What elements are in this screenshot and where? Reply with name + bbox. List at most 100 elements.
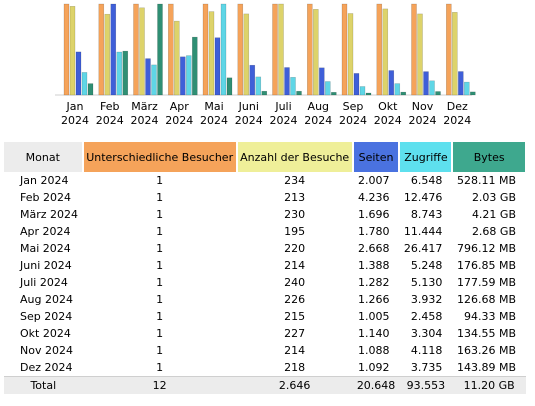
cell-month: Feb 2024 [20,191,71,204]
cell-pages: 2.007 [357,174,390,187]
cell-hits: 3.304 [410,327,443,340]
cell-visitors: 1 [156,191,164,204]
x-tick-label: Feb [100,100,119,113]
cell-bytes: 134.55 MB [456,327,516,340]
bar-hits-11 [464,81,470,96]
bar-pages-5 [249,64,256,96]
cell-hits: 8.743 [410,208,443,221]
bar-pages-10 [423,71,429,96]
bar-bytes_mb-2 [157,3,163,96]
cell-month: Aug 2024 [20,293,73,306]
x-tick-label: Juli [274,100,291,113]
header-hits: Zugriffe [399,142,454,172]
cell-visits: 220 [284,242,306,255]
cell-visitors: 1 [156,208,164,221]
x-tick-label: Okt [378,100,398,113]
cell-pages: 1.140 [357,327,390,340]
cell-month: Nov 2024 [20,344,73,357]
cell-month: Mai 2024 [20,242,71,255]
bar-visitors-3 [168,3,174,96]
bar-visits-3 [174,20,180,96]
bar-hits-1 [116,51,123,96]
bar-visitors-4 [202,3,209,96]
bar-visits-1 [104,13,111,96]
bar-pages-4 [214,37,221,96]
cell-visits: 218 [284,361,306,374]
header-bytes: Bytes [452,142,527,172]
x-tick-label: 2024 [339,114,367,127]
cell-pages: 1.780 [357,225,390,238]
bar-hits-10 [429,80,435,96]
x-tick-label: 2024 [96,114,124,127]
x-tick-label: 2024 [270,114,298,127]
table-row: Dez 2024 1 218 1.092 3.735 143.89 MB [4,359,526,377]
bar-visitors-1 [98,3,105,96]
cell-visitors: 1 [156,293,164,306]
bar-bytes_mb-1 [122,50,129,96]
bar-visits-8 [347,13,354,96]
bar-bytes_mb-4 [226,77,233,96]
cell-bytes: 163.26 MB [456,344,516,357]
monthly-bar-chart: Jan2024Feb2024März2024Apr2024Mai2024Juni… [55,3,476,127]
bar-hits-8 [359,86,366,96]
bar-visitors-6 [272,3,278,96]
x-tick-label: 2024 [235,114,263,127]
cell-visitors: 1 [156,242,164,255]
cell-hits: 26.417 [403,242,443,255]
cell-month: März 2024 [20,208,79,221]
bar-pages-9 [388,70,395,96]
total-hits: 93.553 [399,376,453,394]
header-visits: Anzahl der Besuche [236,142,354,172]
cell-bytes: 177.59 MB [456,276,516,289]
x-tick-label: Jan [66,100,84,113]
cell-month: Okt 2024 [20,327,71,340]
cell-visits: 195 [284,225,306,238]
x-tick-label: 2024 [200,114,228,127]
bar-pages-7 [319,67,325,96]
cell-pages: 1.088 [357,344,390,357]
bar-hits-4 [220,3,227,96]
cell-visitors: 1 [156,276,164,289]
x-tick-label: Dez [447,100,468,113]
cell-month: Juli 2024 [20,276,68,289]
cell-visits: 240 [284,276,306,289]
cell-pages: 4.236 [357,191,390,204]
bar-visits-0 [69,6,76,96]
x-tick-label: 2024 [131,114,159,127]
total-label: Total [4,376,83,394]
cell-visitors: 1 [156,344,164,357]
cell-month: Jan 2024 [20,174,69,187]
bar-bytes_mb-3 [192,36,198,96]
x-tick-label: Apr [170,100,190,113]
total-bytes: 11.20 GB [452,376,526,394]
bar-visits-9 [382,8,389,96]
cell-month: Sep 2024 [20,310,73,323]
cell-visits: 234 [284,174,306,187]
cell-bytes: 4.21 GB [471,208,516,221]
cell-hits: 4.118 [410,344,443,357]
table-row: Okt 2024 1 227 1.140 3.304 134.55 MB [4,325,526,342]
cell-visitors: 1 [156,327,164,340]
x-tick-label: 2024 [374,114,402,127]
bar-visitors-8 [341,3,348,96]
header-unique-visitors: Unterschiedliche Besucher [82,142,238,172]
bar-hits-2 [151,64,157,96]
cell-hits: 11.444 [403,225,443,238]
stats-table: Monat Unterschiedliche Besucher Anzahl d… [4,142,527,394]
bar-hits-9 [394,83,401,96]
bar-pages-1 [110,3,117,96]
cell-bytes: 2.68 GB [471,225,516,238]
cell-visitors: 1 [156,310,164,323]
cell-pages: 1.282 [357,276,390,289]
cell-month: Dez 2024 [20,361,73,374]
x-tick-label: 2024 [443,114,471,127]
total-visits: 2.646 [236,376,353,394]
bar-visitors-9 [376,3,383,96]
bar-visitors-2 [133,3,139,96]
cell-bytes: 796.12 MB [456,242,516,255]
x-tick-label: Sep [343,100,364,113]
bar-visitors-10 [411,3,417,96]
total-visitors: 12 [82,376,237,394]
table-row: Apr 2024 1 195 1.780 11.444 2.68 GB [4,223,526,240]
bar-visits-2 [139,7,145,96]
